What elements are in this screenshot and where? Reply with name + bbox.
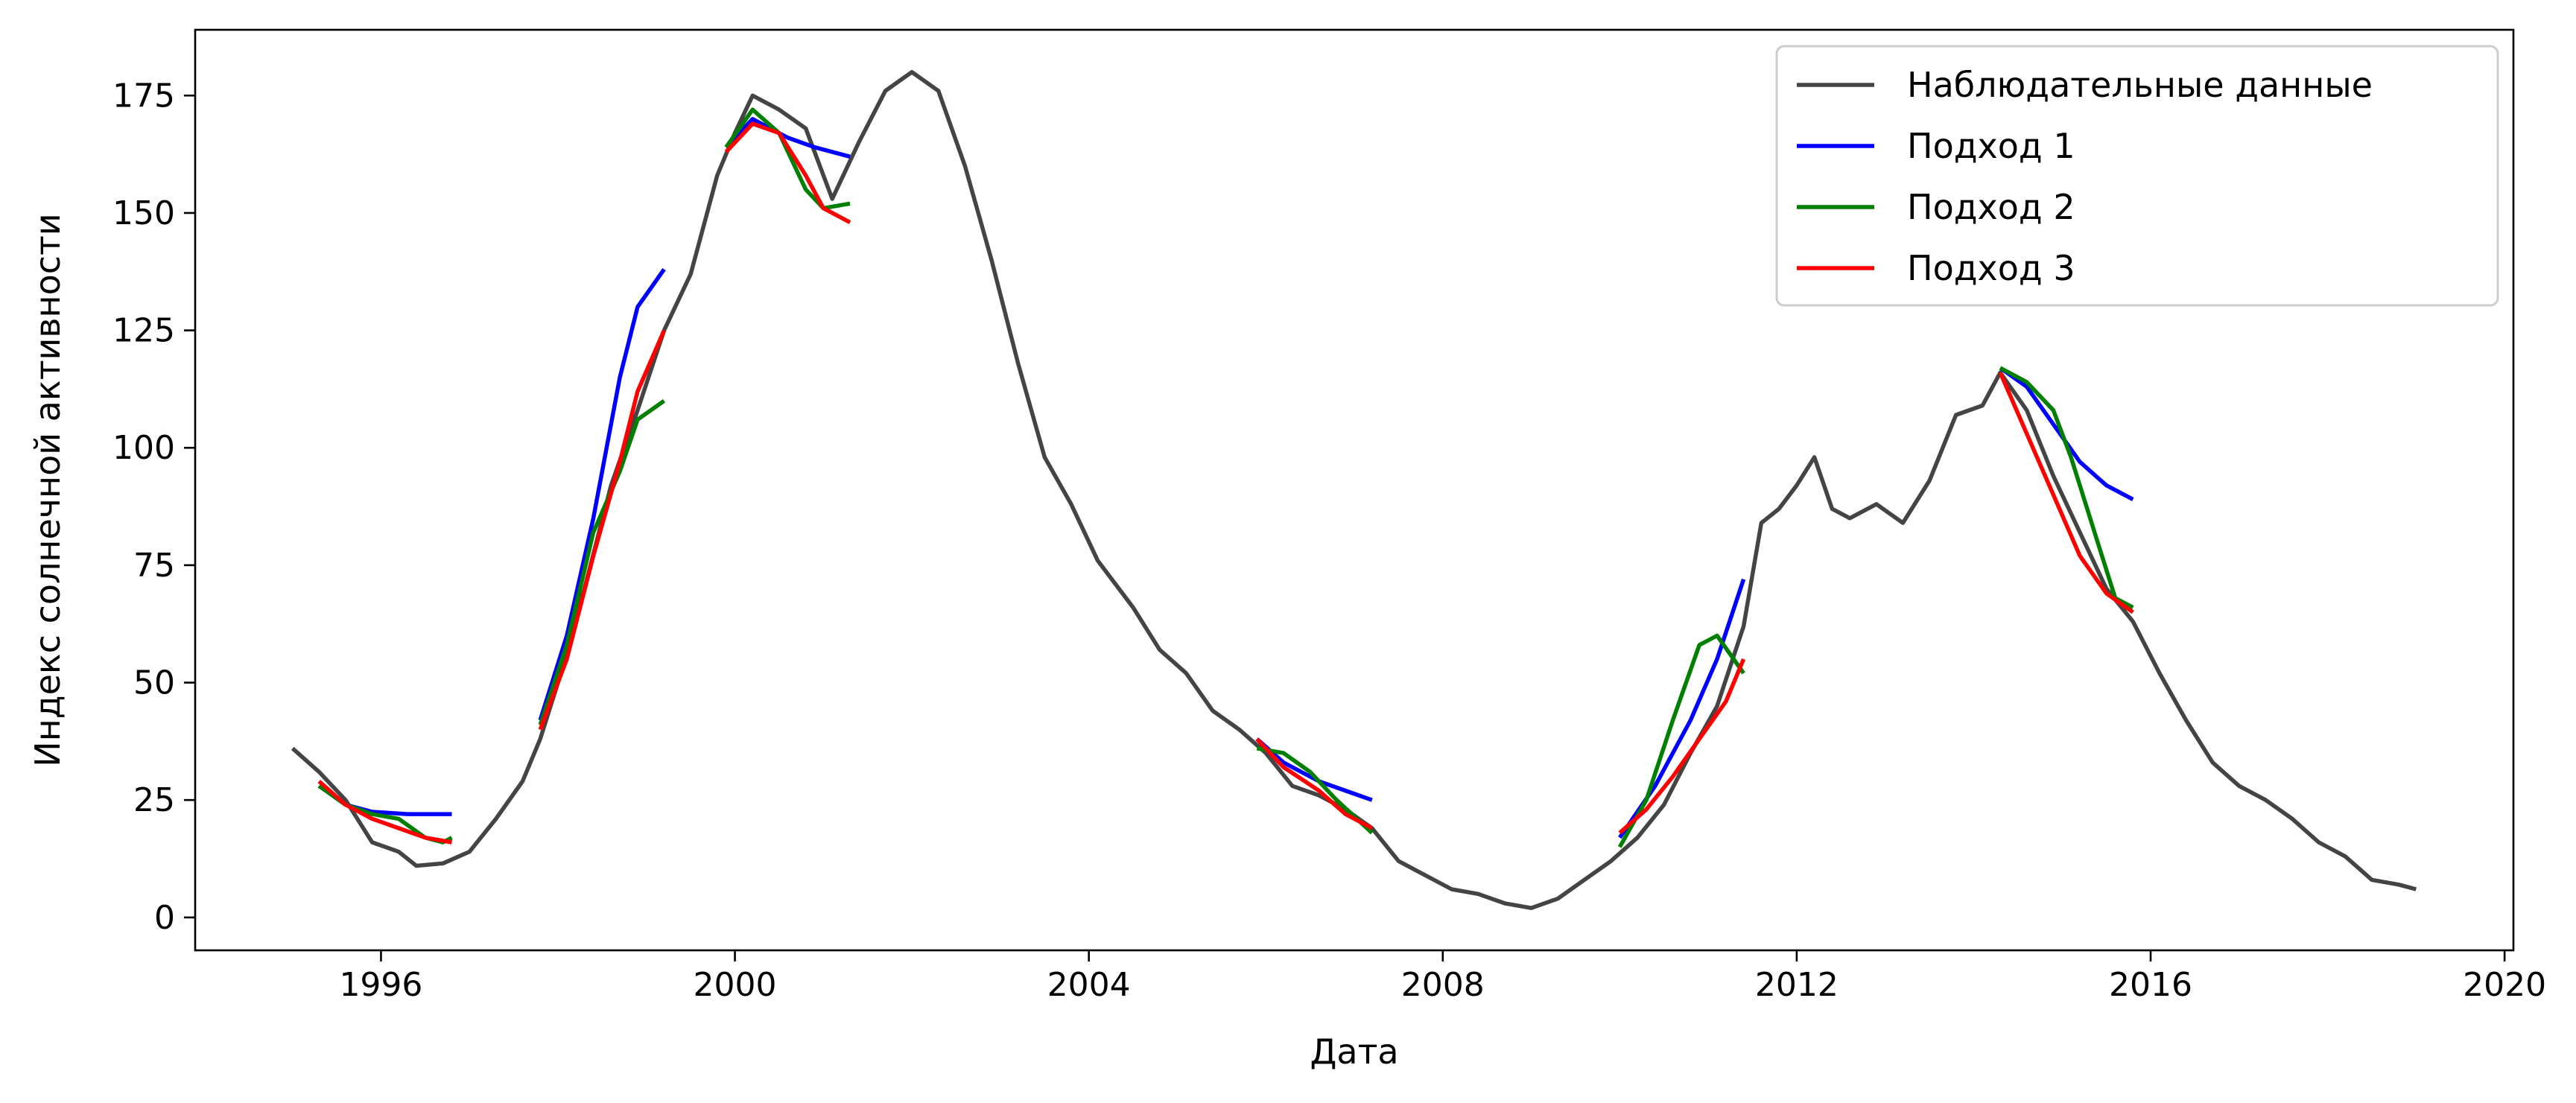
x-tick-label-2008: 2008: [1401, 966, 1485, 1004]
x-axis-label: Дата: [1310, 1032, 1398, 1072]
x-tick-label-1996: 1996: [339, 966, 422, 1004]
legend: Наблюдательные данные Подход 1 Подход 2 Под…: [1775, 45, 2499, 307]
series-2-segment-2: [724, 107, 851, 211]
series-3-segment-3: [1255, 737, 1374, 830]
y-tick-label-100: 100: [112, 429, 175, 467]
legend-label-0: Наблюдательные данные: [1907, 65, 2373, 105]
x-tick-label-2000: 2000: [694, 966, 777, 1004]
y-tick-label-75: 75: [133, 547, 175, 585]
x-tick-label-2004: 2004: [1047, 966, 1131, 1004]
series-3-segment-0: [317, 779, 452, 845]
x-tick-label-2020: 2020: [2463, 966, 2546, 1004]
series-3-segment-5: [1998, 372, 2134, 614]
series-1-segment-2: [724, 117, 851, 159]
y-tick-label-25: 25: [133, 781, 175, 819]
y-tick-label-125: 125: [112, 312, 175, 350]
legend-label-1: Подход 1: [1907, 126, 2075, 166]
plot-frame: [194, 28, 2515, 952]
series-3-segment-2: [724, 121, 851, 225]
y-axis: 0 25 50 75 100 125 150 175: [112, 77, 195, 937]
series-layer: [291, 70, 2417, 910]
x-tick-label-2016: 2016: [2109, 966, 2192, 1004]
x-tick-label-2012: 2012: [1755, 966, 1839, 1004]
series-2-segment-3: [1256, 746, 1374, 835]
x-axis: 1996 2000 2004 2008 2012 2016 2020: [339, 950, 2546, 1004]
series-3-segment-4: [1618, 658, 1746, 835]
y-axis-label: Индекс солнечной активности: [28, 213, 68, 766]
y-tick-label-175: 175: [112, 77, 175, 115]
y-tick-label-0: 0: [154, 899, 175, 937]
legend-label-2: Подход 2: [1907, 187, 2075, 227]
y-tick-label-150: 150: [112, 194, 175, 232]
y-tick-label-50: 50: [133, 664, 175, 702]
legend-box: [1775, 45, 2499, 307]
series-1-segment-1: [538, 268, 666, 721]
series-2-segment-4: [1617, 633, 1745, 848]
legend-label-3: Подход 3: [1907, 248, 2075, 288]
series-3-segment-1: [538, 329, 667, 731]
